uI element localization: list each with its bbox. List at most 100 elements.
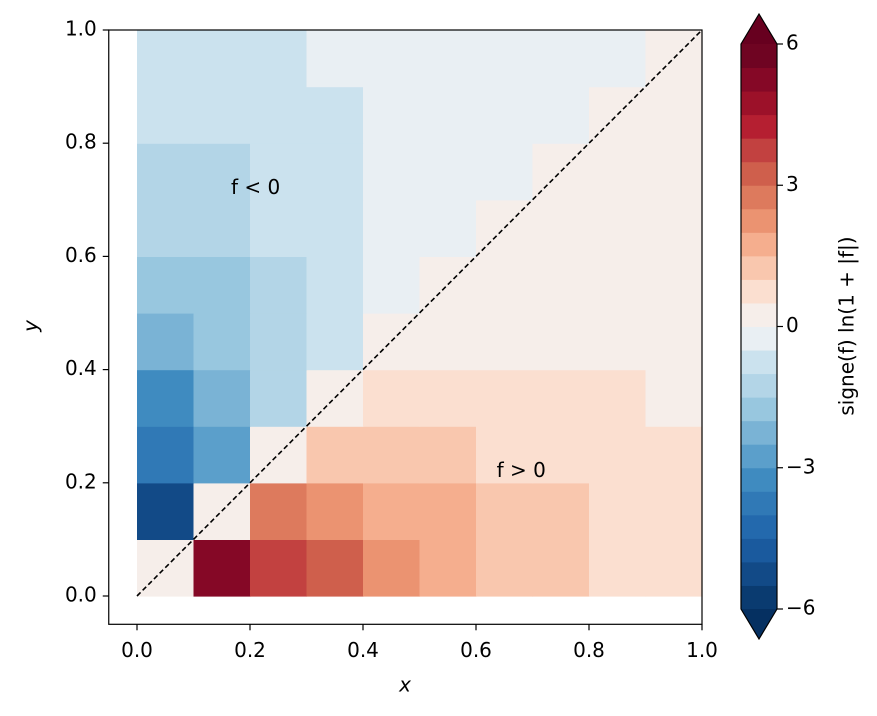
y-tick-label: 0.0 bbox=[65, 583, 97, 607]
contour-cell bbox=[193, 30, 251, 88]
contour-cell bbox=[193, 256, 251, 314]
colorbar-band bbox=[741, 208, 777, 233]
contour-cell bbox=[250, 482, 308, 540]
contour-cell bbox=[532, 256, 590, 314]
colorbar-band bbox=[741, 185, 777, 210]
contour-cell bbox=[476, 86, 534, 144]
contour-cell bbox=[306, 539, 364, 597]
contour-cell bbox=[589, 143, 647, 201]
x-tick-label: 0.8 bbox=[573, 638, 605, 662]
contour-cell bbox=[419, 539, 477, 597]
y-tick-label: 0.8 bbox=[65, 130, 97, 154]
contour-cell bbox=[137, 143, 195, 201]
contour-cell bbox=[250, 539, 308, 597]
contour-cell bbox=[589, 30, 647, 88]
contour-cell bbox=[645, 426, 703, 484]
y-axis-label: y bbox=[19, 319, 43, 333]
contour-cell bbox=[306, 30, 364, 88]
contour-cell bbox=[250, 313, 308, 371]
contour-cell bbox=[419, 482, 477, 540]
contour-cell bbox=[589, 313, 647, 371]
plot-frame bbox=[108, 29, 703, 625]
colorbar-extend-over bbox=[741, 14, 777, 44]
contour-cell bbox=[532, 482, 590, 540]
contour-cell bbox=[363, 143, 421, 201]
contour-cell bbox=[137, 482, 195, 540]
contour-cell bbox=[645, 482, 703, 540]
colorbar-band bbox=[741, 397, 777, 422]
contour-cell bbox=[419, 143, 477, 201]
diagonal-line bbox=[136, 29, 703, 597]
contour-cell bbox=[306, 199, 364, 257]
colorbar-band bbox=[741, 585, 777, 610]
x-tick-label: 0.6 bbox=[460, 638, 492, 662]
colorbar-band bbox=[741, 467, 777, 492]
colorbar-band bbox=[741, 44, 777, 69]
contour-cell bbox=[363, 426, 421, 484]
annotation: f < 0 bbox=[231, 175, 280, 199]
contour-cell bbox=[419, 313, 477, 371]
contour-cell bbox=[645, 199, 703, 257]
colorbar-band bbox=[741, 491, 777, 516]
colorbar-band bbox=[741, 514, 777, 539]
contour-cell bbox=[476, 256, 534, 314]
colorbar-band bbox=[741, 138, 777, 163]
colorbar-band bbox=[741, 114, 777, 139]
contour-cell bbox=[532, 369, 590, 427]
contour-cell bbox=[250, 30, 308, 88]
colorbar-tick-label: 6 bbox=[786, 31, 799, 55]
colorbar-band bbox=[741, 538, 777, 563]
contour-cell bbox=[419, 369, 477, 427]
contour-cell bbox=[589, 199, 647, 257]
contour-cell bbox=[306, 313, 364, 371]
contour-cell bbox=[589, 482, 647, 540]
contour-cell bbox=[645, 256, 703, 314]
contour-cell bbox=[193, 143, 251, 201]
x-tick-label: 0.0 bbox=[121, 638, 153, 662]
contour-cell bbox=[306, 143, 364, 201]
contour-cell bbox=[137, 369, 195, 427]
contour-cell bbox=[137, 313, 195, 371]
contour-cell bbox=[419, 199, 477, 257]
contour-cell bbox=[250, 199, 308, 257]
contour-cell bbox=[193, 86, 251, 144]
colorbar-band bbox=[741, 326, 777, 351]
contour-cell bbox=[419, 30, 477, 88]
colorbar-tick-label: 0 bbox=[786, 313, 799, 337]
contour-cell bbox=[419, 86, 477, 144]
contour-cell bbox=[193, 539, 251, 597]
contour-cell bbox=[363, 539, 421, 597]
contour-cell bbox=[645, 143, 703, 201]
contour-cell bbox=[645, 313, 703, 371]
colorbar-band bbox=[741, 279, 777, 304]
contour-cell bbox=[476, 482, 534, 540]
contour-cell bbox=[137, 256, 195, 314]
colorbar-band bbox=[741, 373, 777, 398]
contour-cell bbox=[137, 30, 195, 88]
colorbar-band bbox=[741, 444, 777, 469]
contour-cell bbox=[419, 426, 477, 484]
colorbar-band bbox=[741, 91, 777, 116]
contour-cell bbox=[476, 539, 534, 597]
contour-cell bbox=[250, 369, 308, 427]
contour-cell bbox=[193, 313, 251, 371]
colorbar-band bbox=[741, 161, 777, 186]
y-tick-label: 0.6 bbox=[65, 243, 97, 267]
y-tick-label: 1.0 bbox=[65, 17, 97, 41]
x-tick-label: 0.4 bbox=[347, 638, 379, 662]
contour-cell bbox=[306, 482, 364, 540]
contour-cell bbox=[476, 143, 534, 201]
contour-cell bbox=[250, 86, 308, 144]
contour-cell bbox=[363, 256, 421, 314]
x-axis-label: x bbox=[398, 673, 411, 697]
contour-cell bbox=[645, 539, 703, 597]
colorbar-band bbox=[741, 420, 777, 445]
contour-cell bbox=[193, 426, 251, 484]
colorbar-band bbox=[741, 561, 777, 586]
contour-cell bbox=[589, 426, 647, 484]
contour-cell bbox=[363, 199, 421, 257]
colorbar-band bbox=[741, 232, 777, 257]
contour-cell bbox=[645, 369, 703, 427]
contour-cell bbox=[532, 86, 590, 144]
